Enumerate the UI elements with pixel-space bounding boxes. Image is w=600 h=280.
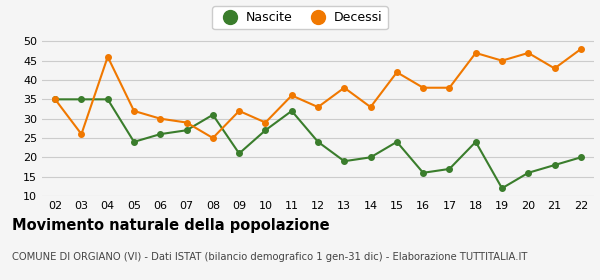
Nascite [446,167,453,171]
Nascite [551,164,558,167]
Decessi [209,136,217,140]
Legend: Nascite, Decessi: Nascite, Decessi [212,6,388,29]
Nascite [104,98,112,101]
Decessi [104,55,112,59]
Decessi [78,132,85,136]
Nascite [314,140,322,144]
Nascite [393,140,400,144]
Decessi [314,105,322,109]
Text: COMUNE DI ORGIANO (VI) - Dati ISTAT (bilancio demografico 1 gen-31 dic) - Elabor: COMUNE DI ORGIANO (VI) - Dati ISTAT (bil… [12,252,527,262]
Nascite [367,156,374,159]
Decessi [472,51,479,55]
Nascite [524,171,532,174]
Decessi [499,59,506,62]
Nascite [183,129,190,132]
Decessi [393,71,400,74]
Nascite [577,156,584,159]
Decessi [130,109,137,113]
Decessi [183,121,190,124]
Decessi [551,67,558,70]
Nascite [52,98,59,101]
Line: Decessi: Decessi [52,46,584,141]
Line: Nascite: Nascite [52,97,584,191]
Decessi [288,94,295,97]
Decessi [446,86,453,89]
Decessi [341,86,348,89]
Nascite [341,160,348,163]
Nascite [419,171,427,174]
Nascite [209,113,217,116]
Decessi [577,47,584,51]
Nascite [472,140,479,144]
Nascite [499,186,506,190]
Decessi [524,51,532,55]
Decessi [367,105,374,109]
Decessi [157,117,164,120]
Nascite [157,132,164,136]
Decessi [419,86,427,89]
Decessi [262,121,269,124]
Decessi [236,109,243,113]
Decessi [52,98,59,101]
Nascite [130,140,137,144]
Nascite [78,98,85,101]
Nascite [262,129,269,132]
Nascite [288,109,295,113]
Nascite [236,152,243,155]
Text: Movimento naturale della popolazione: Movimento naturale della popolazione [12,218,329,234]
